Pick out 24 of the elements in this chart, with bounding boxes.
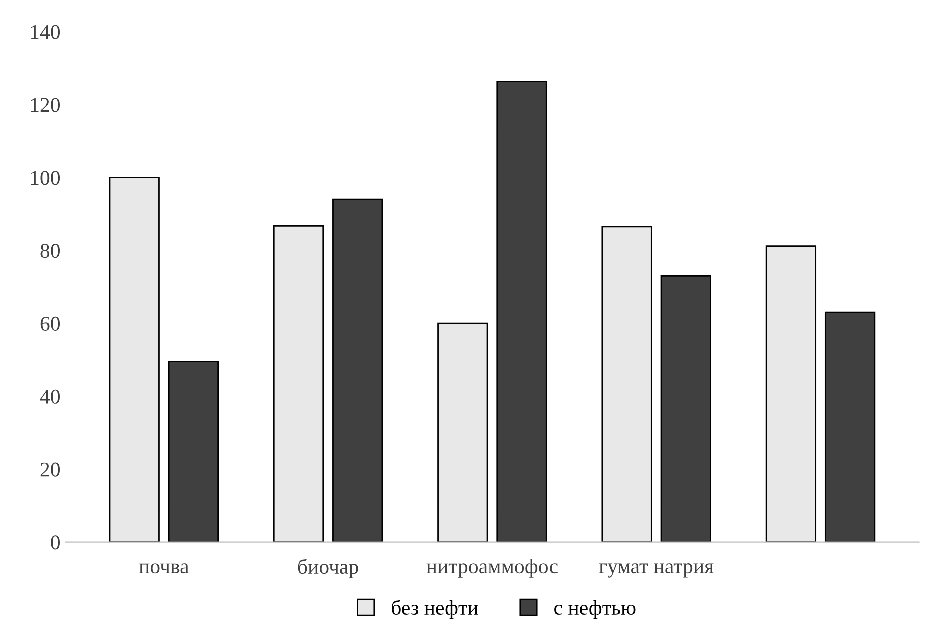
y-tick-label: 20	[40, 462, 60, 477]
legend-label: с нефтью	[554, 600, 636, 620]
y-tick-label: 120	[31, 98, 60, 112]
bar	[660, 275, 712, 542]
y-tick-label: 40	[40, 390, 60, 404]
bar	[602, 226, 652, 542]
bar	[766, 246, 817, 542]
y-tick-label: 60	[40, 316, 60, 331]
x-tick-label: гумат натрия	[599, 564, 714, 578]
legend-label: без нефти	[392, 600, 478, 620]
bar	[168, 361, 220, 542]
x-tick-label: нитроаммофос	[426, 558, 558, 578]
bar	[824, 312, 876, 542]
x-tick-label: почва	[139, 564, 190, 574]
y-tick-label: 100	[31, 171, 60, 186]
bar	[109, 177, 160, 542]
y-tick-label: 0	[51, 536, 60, 550]
bar	[332, 198, 384, 542]
bar	[438, 322, 488, 542]
x-tick-label: биочар	[298, 558, 358, 578]
bar	[496, 81, 548, 542]
y-tick-label: 80	[40, 244, 60, 258]
bar	[273, 226, 324, 542]
y-tick-label: 140	[31, 25, 60, 40]
